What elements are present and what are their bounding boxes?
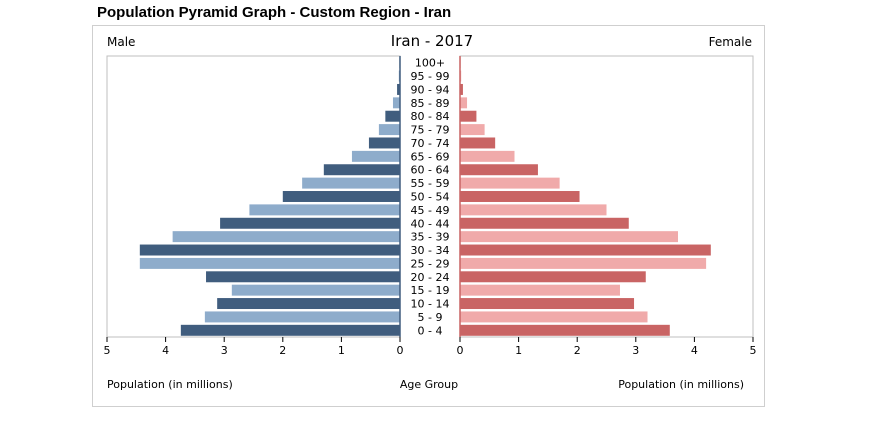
male-bar xyxy=(249,204,400,216)
age-group-label: 40 - 44 xyxy=(411,217,450,230)
female-bar xyxy=(460,244,711,256)
age-group-label: 10 - 14 xyxy=(411,298,450,311)
female-bar xyxy=(460,231,678,243)
x-tick-label: 5 xyxy=(104,344,111,357)
x-tick-label: 2 xyxy=(574,344,581,357)
age-group-label: 20 - 24 xyxy=(411,271,450,284)
male-bar xyxy=(385,110,400,122)
male-bar xyxy=(204,311,400,323)
male-bar xyxy=(180,324,400,336)
female-bar xyxy=(460,298,635,310)
x-tick-label: 5 xyxy=(750,344,757,357)
x-tick-label: 1 xyxy=(515,344,522,357)
male-bar xyxy=(139,257,400,269)
bars-group xyxy=(139,56,711,337)
male-bar xyxy=(397,83,400,95)
age-group-label: 50 - 54 xyxy=(411,191,450,204)
x-axis-label-left: Population (in millions) xyxy=(107,378,233,391)
female-bar xyxy=(460,284,620,296)
chart-title: Iran - 2017 xyxy=(391,32,473,50)
x-axis-label-center: Age Group xyxy=(400,378,458,391)
x-tick-label: 4 xyxy=(691,344,698,357)
female-bar xyxy=(460,83,463,95)
age-group-label: 95 - 99 xyxy=(411,70,450,83)
male-bar xyxy=(217,298,400,310)
male-label: Male xyxy=(107,35,135,49)
age-group-label: 60 - 64 xyxy=(411,164,450,177)
age-group-label: 85 - 89 xyxy=(411,97,450,110)
male-bar xyxy=(206,271,400,283)
male-bar xyxy=(220,217,400,229)
age-group-label: 90 - 94 xyxy=(411,83,450,96)
x-tick-label: 2 xyxy=(279,344,286,357)
male-bar xyxy=(378,124,400,136)
age-group-label: 75 - 79 xyxy=(411,124,450,137)
age-group-label: 25 - 29 xyxy=(411,257,450,270)
age-group-label: 15 - 19 xyxy=(411,284,450,297)
age-group-label: 45 - 49 xyxy=(411,204,450,217)
age-group-label: 0 - 4 xyxy=(418,324,443,337)
female-label: Female xyxy=(709,35,752,49)
male-bar xyxy=(351,150,400,162)
male-bar xyxy=(231,284,400,296)
female-bar xyxy=(460,204,607,216)
female-bar xyxy=(460,177,560,189)
page-title: Population Pyramid Graph - Custom Region… xyxy=(97,4,452,21)
male-bar xyxy=(323,164,400,176)
x-tick-label: 0 xyxy=(457,344,464,357)
male-bar xyxy=(302,177,400,189)
male-bar xyxy=(139,244,400,256)
female-bar xyxy=(460,97,468,109)
x-tick-label: 3 xyxy=(632,344,639,357)
female-bar xyxy=(460,324,670,336)
female-bar xyxy=(460,257,707,269)
age-group-label: 35 - 39 xyxy=(411,231,450,244)
ticks-group: 5 4 3 2 1 0 0 1 2 3 4 5 xyxy=(104,337,757,357)
age-group-label: 55 - 59 xyxy=(411,177,450,190)
age-group-label: 100+ xyxy=(415,57,445,70)
age-group-label: 70 - 74 xyxy=(411,137,450,150)
x-tick-label: 4 xyxy=(162,344,169,357)
x-tick-label: 1 xyxy=(338,344,345,357)
x-tick-label: 3 xyxy=(221,344,228,357)
age-group-label: 5 - 9 xyxy=(418,311,443,324)
female-bar xyxy=(460,271,646,283)
chart-frame: Iran - 2017 Male Female 100+ 95 - 99 90 - … xyxy=(92,25,765,407)
female-bar xyxy=(460,137,496,149)
x-axis-label-right: Population (in millions) xyxy=(618,378,744,391)
male-bar xyxy=(172,231,400,243)
female-bar xyxy=(460,164,538,176)
male-bar xyxy=(392,97,400,109)
female-bar xyxy=(460,124,485,136)
male-bar xyxy=(282,191,400,202)
age-group-label: 65 - 69 xyxy=(411,150,450,163)
age-group-label: 80 - 84 xyxy=(411,110,450,123)
female-bar xyxy=(460,191,580,202)
x-tick-label: 0 xyxy=(397,344,404,357)
age-group-label: 30 - 34 xyxy=(411,244,450,257)
female-bar xyxy=(460,110,477,122)
male-bar xyxy=(368,137,400,149)
female-bar xyxy=(460,217,629,229)
female-bar xyxy=(460,311,648,323)
female-bar xyxy=(460,150,515,162)
